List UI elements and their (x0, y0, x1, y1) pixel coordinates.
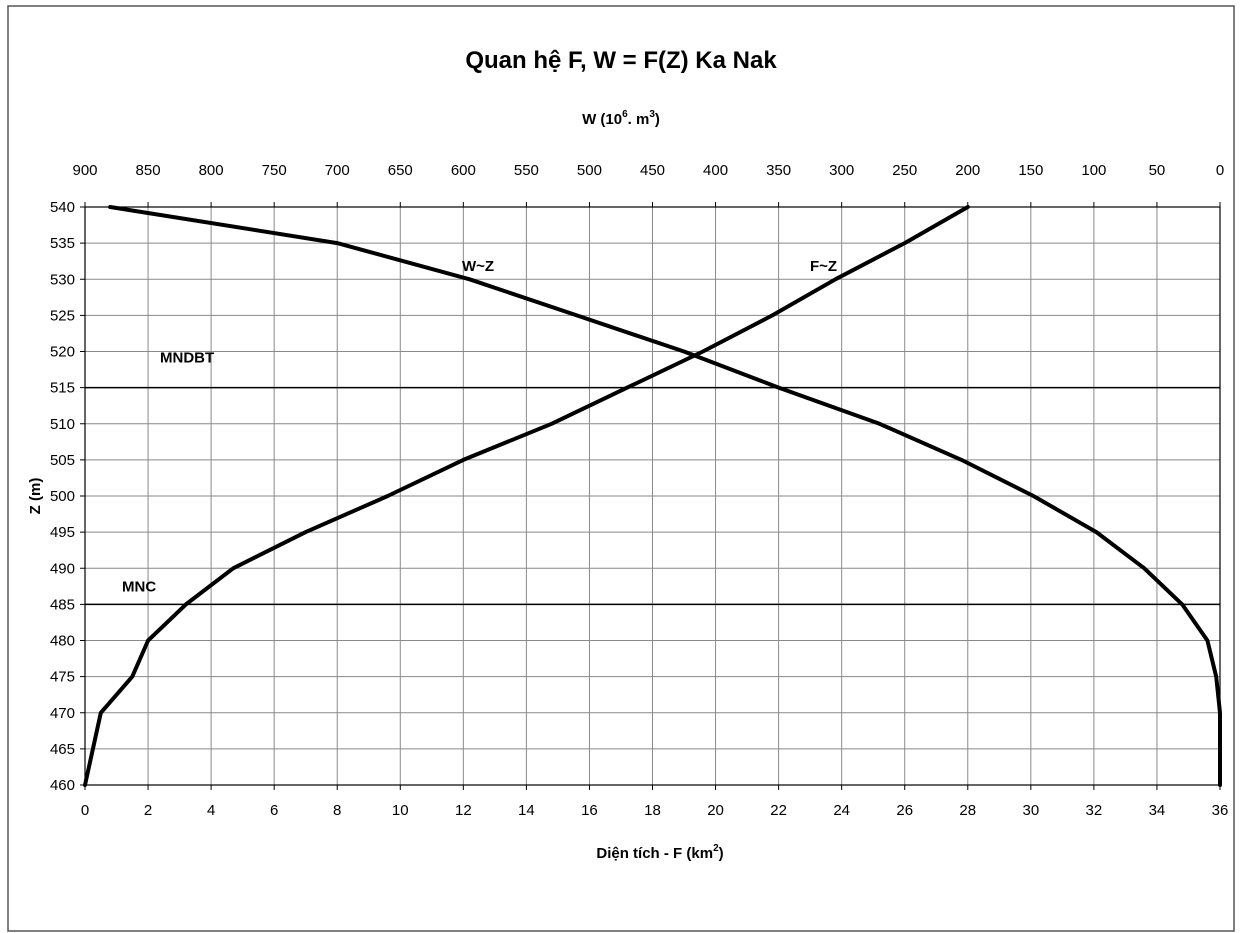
series-line-wz (108, 205, 1222, 787)
y-tick-label: 540 (50, 199, 75, 216)
bottom-tick-label: 8 (333, 802, 341, 819)
bottom-tick-label: 28 (959, 802, 976, 819)
frame-border (7, 5, 1235, 932)
annotations: MNDBT MNC F~Z W~Z (122, 258, 837, 595)
y-tick-label: 490 (50, 560, 75, 577)
top-tick-label: 450 (640, 162, 665, 179)
bottom-tick-label: 20 (707, 802, 724, 819)
top-tick-label: 650 (388, 162, 413, 179)
top-tick-label: 100 (1081, 162, 1106, 179)
bottom-tick-label: 14 (518, 802, 535, 819)
reference-lines (85, 386, 1220, 606)
series-line-fz (83, 205, 970, 787)
y-tick-label: 520 (50, 344, 75, 361)
y-tick-label: 485 (50, 596, 75, 613)
top-tick-label: 500 (577, 162, 602, 179)
y-tick-label: 510 (50, 416, 75, 433)
top-tick-label: 200 (955, 162, 980, 179)
y-tick-label: 505 (50, 452, 75, 469)
bottom-tick-label: 12 (455, 802, 472, 819)
bottom-tick-label: 24 (833, 802, 850, 819)
series-label-fz: F~Z (810, 258, 837, 275)
bottom-tick-label: 2 (144, 802, 152, 819)
y-tick-label: 525 (50, 307, 75, 324)
top-tick-label: 800 (199, 162, 224, 179)
bottom-tick-label: 4 (207, 802, 215, 819)
top-axis-title: W (106. m3) (582, 109, 660, 128)
bottom-tick-label: 30 (1022, 802, 1039, 819)
plot-area-border (84, 206, 1221, 786)
y-tick-label: 465 (50, 741, 75, 758)
top-tick-label: 250 (892, 162, 917, 179)
series-label-wz: W~Z (462, 258, 494, 275)
bottom-tick-label: 10 (392, 802, 409, 819)
bottom-tick-label: 26 (896, 802, 913, 819)
top-tick-label: 300 (829, 162, 854, 179)
top-tick-label: 750 (262, 162, 287, 179)
top-tick-label: 0 (1216, 162, 1224, 179)
top-tick-label: 150 (1018, 162, 1043, 179)
bottom-tick-label: 22 (770, 802, 787, 819)
bottom-tick-label: 0 (81, 802, 89, 819)
top-tick-label: 900 (72, 162, 97, 179)
top-tick-label: 350 (766, 162, 791, 179)
bottom-tick-label: 18 (644, 802, 661, 819)
y-tick-label: 495 (50, 524, 75, 541)
bottom-tick-label: 36 (1212, 802, 1229, 819)
bottom-tick-label: 34 (1149, 802, 1166, 819)
top-tick-label: 550 (514, 162, 539, 179)
y-tick-label: 480 (50, 633, 75, 650)
reference-label-mnc: MNC (122, 578, 156, 595)
bottom-tick-label: 6 (270, 802, 278, 819)
y-tick-label: 500 (50, 488, 75, 505)
y-tick-label: 475 (50, 669, 75, 686)
top-tick-label: 700 (325, 162, 350, 179)
y-tick-label: 460 (50, 777, 75, 794)
y-tick-label: 470 (50, 705, 75, 722)
y-tick-label: 530 (50, 271, 75, 288)
y-tick-label: 535 (50, 235, 75, 252)
top-tick-label: 850 (136, 162, 161, 179)
bottom-tick-label: 16 (581, 802, 598, 819)
bottom-axis-title: Diện tích - F (km2) (596, 843, 723, 862)
bottom-tick-label: 32 (1086, 802, 1103, 819)
series-lines (83, 205, 1222, 787)
top-tick-label: 50 (1149, 162, 1166, 179)
top-tick-label: 600 (451, 162, 476, 179)
y-axis-title: Z (m) (27, 478, 44, 515)
y-tick-label: 515 (50, 380, 75, 397)
chart-title: Quan hệ F, W = F(Z) Ka Nak (465, 47, 777, 74)
top-tick-label: 400 (703, 162, 728, 179)
reference-label-mndbt: MNDBT (160, 350, 214, 367)
